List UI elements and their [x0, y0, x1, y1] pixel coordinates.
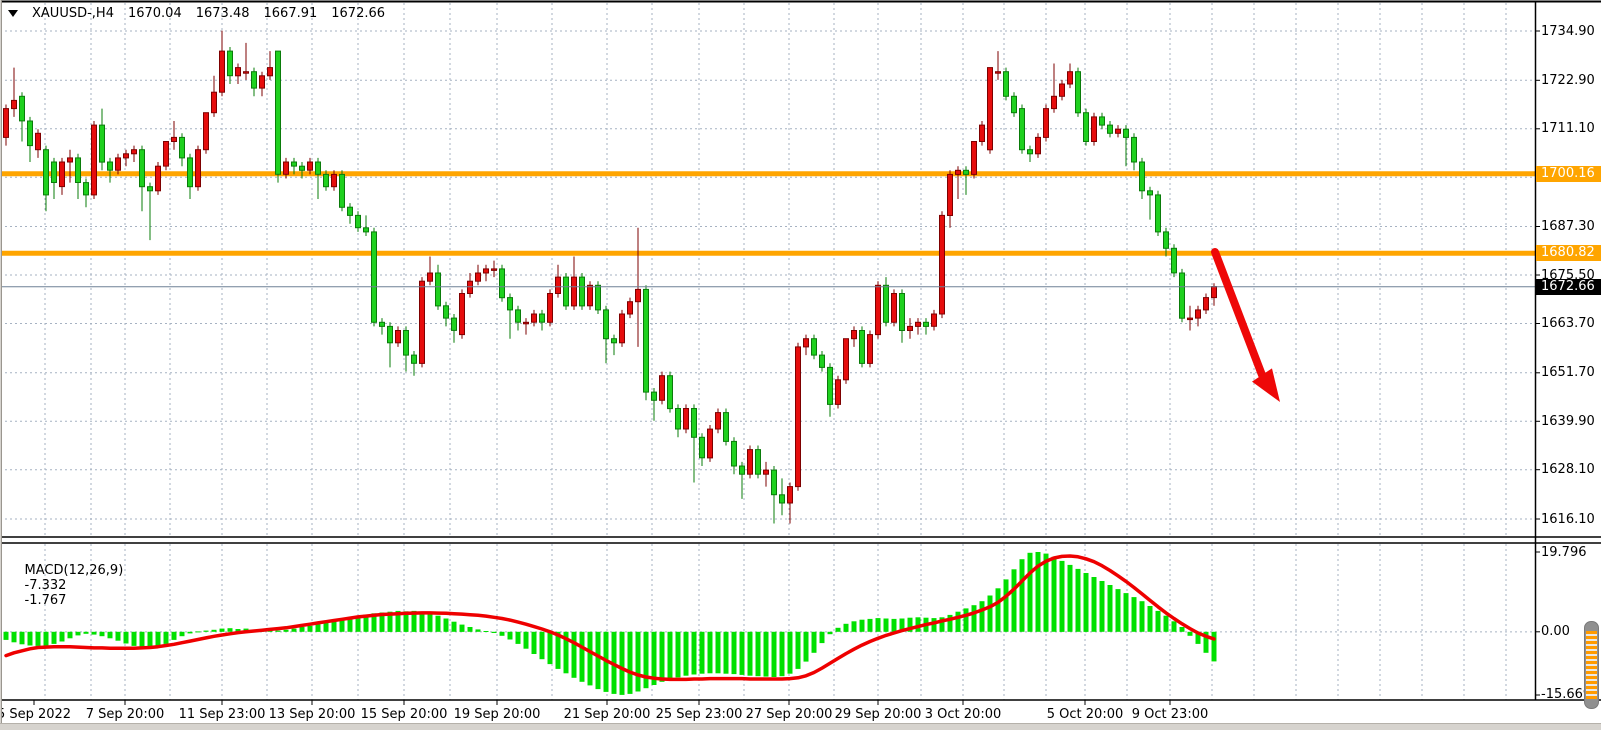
price-axis-label: 1722.90: [1541, 72, 1595, 88]
time-axis-label: 27 Sep 20:00: [745, 707, 833, 722]
window-bottom-edge: [0, 723, 1601, 730]
level-badge-1700: 1700.16: [1536, 165, 1601, 182]
macd-main-value: -7.332: [24, 578, 67, 593]
macd-axis-min: -15.669: [1541, 687, 1592, 703]
time-axis-label: 25 Sep 23:00: [655, 707, 743, 722]
time-axis-label: 9 Oct 23:00: [1131, 707, 1209, 722]
level-badge-1680: 1680.82: [1536, 245, 1601, 262]
scrollbar-stripes: [1586, 631, 1597, 699]
chart-title-row: XAUUSD-,H4 1670.04 1673.48 1667.91 1672.…: [8, 6, 399, 21]
macd-label-row: MACD(12,26,9) -7.332 -1.767: [8, 548, 127, 623]
time-axis-label: 3 Oct 20:00: [924, 707, 1002, 722]
time-axis-label: 11 Sep 23:00: [178, 707, 266, 722]
scrollbar-thumb[interactable]: [1584, 621, 1599, 709]
symbol-period-label: XAUUSD-,H4: [32, 6, 114, 21]
price-axis-label: 1711.10: [1541, 121, 1595, 137]
close-value: 1672.66: [331, 6, 386, 21]
price-axis-label: 1639.90: [1541, 413, 1595, 429]
low-value: 1667.91: [263, 6, 318, 21]
time-axis-label: 5 Sep 2022: [0, 707, 72, 722]
current-price-badge: 1672.66: [1536, 278, 1601, 295]
price-axis-label: 1628.10: [1541, 462, 1595, 478]
macd-axis-max: 19.796: [1541, 544, 1587, 560]
price-axis-label: 1687.30: [1541, 219, 1595, 235]
macd-axis-zero: 0.00: [1541, 624, 1570, 640]
price-axis-label: 1663.70: [1541, 315, 1595, 331]
open-value: 1670.04: [127, 6, 182, 21]
symbol-dropdown-icon[interactable]: [8, 10, 18, 17]
time-axis-label: 29 Sep 20:00: [834, 707, 922, 722]
price-axis-label: 1651.70: [1541, 365, 1595, 381]
window-left-edge: [0, 0, 2, 730]
time-axis-label: 21 Sep 20:00: [563, 707, 651, 722]
time-axis-label: 13 Sep 20:00: [268, 707, 356, 722]
time-axis-label: 5 Oct 20:00: [1046, 707, 1124, 722]
time-axis-label: 15 Sep 20:00: [360, 707, 448, 722]
time-axis-label: 7 Sep 20:00: [85, 707, 165, 722]
time-axis-label: 19 Sep 20:00: [453, 707, 541, 722]
price-axis-label: 1734.90: [1541, 23, 1595, 39]
macd-name-label: MACD(12,26,9): [24, 563, 124, 578]
price-axis-label: 1616.10: [1541, 511, 1595, 527]
high-value: 1673.48: [195, 6, 250, 21]
macd-signal-value: -1.767: [24, 593, 67, 608]
